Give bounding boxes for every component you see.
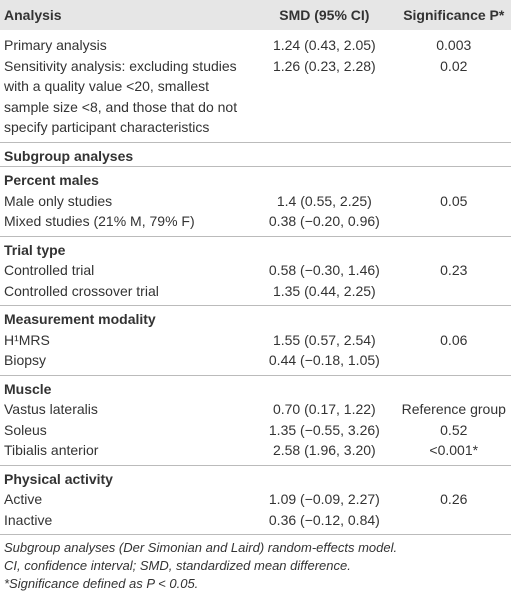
header-cell: Analysis <box>0 0 253 30</box>
data-row: Tibialis anterior 2.58 (1.96, 3.20) <0.001… <box>0 440 511 465</box>
analysis-cell: Biopsy <box>4 352 47 368</box>
significance-cell: 0.02 <box>440 57 468 74</box>
analysis-cell: Vastus lateralis <box>4 401 98 417</box>
significance-cell: 0.05 <box>440 192 468 209</box>
section-heading: Physical activity <box>0 464 511 489</box>
smd-cell: 0.70 (0.17, 1.22) <box>272 401 376 417</box>
smd-cell: 1.09 (−0.09, 2.27) <box>268 491 380 507</box>
data-row: H¹MRS 1.55 (0.57, 2.54) 0.06 <box>0 330 511 351</box>
section-heading: Trial type <box>0 235 511 260</box>
significance-cell: 0.52 <box>440 421 468 438</box>
section-heading: Measurement modality <box>0 305 511 330</box>
data-row: Controlled crossover trial 1.35 (0.44, 2.… <box>0 281 511 306</box>
data-row: Controlled trial 0.58 (−0.30, 1.46) 0.23 <box>0 260 511 281</box>
smd-cell: 1.4 (0.55, 2.25) <box>276 192 372 209</box>
data-row: Active 1.09 (−0.09, 2.27) 0.26 <box>0 489 511 510</box>
data-row: Biopsy 0.44 (−0.18, 1.05) <box>0 350 511 375</box>
section-row: Muscle <box>0 374 511 399</box>
significance-cell: Reference group <box>401 401 506 417</box>
significance-cell: 0.003 <box>436 37 472 53</box>
smd-cell: 1.35 (0.44, 2.25) <box>272 282 376 299</box>
section-row: Trial type <box>0 235 511 260</box>
table-header: Analysis SMD (95% CI) Significance P* <box>0 0 511 30</box>
footnote: CI, confidence interval; SMD, standardiz… <box>4 558 351 573</box>
analysis-cell: Mixed studies (21% M, 79% F) <box>4 213 195 229</box>
smd-cell: 1.26 (0.23, 2.28) <box>272 57 376 74</box>
footnote: *Significance defined as P < 0.05. <box>4 576 199 591</box>
analysis-cell: Controlled trial <box>4 262 95 278</box>
significance-cell: <0.001* <box>429 442 479 458</box>
header-cell: Significance P* <box>396 0 511 30</box>
data-row: Vastus lateralis 0.70 (0.17, 1.22) Referen… <box>0 399 511 420</box>
analysis-cell: Inactive <box>0 509 253 535</box>
analysis-cell: Active <box>4 491 43 507</box>
smd-cell: 0.38 (−0.20, 0.96) <box>268 213 380 229</box>
smd-cell: 2.58 (1.96, 3.20) <box>272 442 376 458</box>
section-row: Measurement modality <box>0 305 511 330</box>
footnote: Subgroup analyses (Der Simonian and Lair… <box>4 540 398 555</box>
results-table: Analysis SMD (95% CI) Significance P* Pr… <box>0 0 511 535</box>
section-heading: Subgroup analyses <box>0 141 511 167</box>
section-heading: Percent males <box>0 166 511 191</box>
analysis-cell: Primary analysis <box>4 37 107 53</box>
smd-cell: 0.44 (−0.18, 1.05) <box>268 352 380 368</box>
smd-cell: 1.55 (0.57, 2.54) <box>272 331 376 348</box>
significance-cell <box>396 509 511 535</box>
analysis-cell: Male only studies <box>4 192 113 209</box>
smd-cell: 1.35 (−0.55, 3.26) <box>268 421 380 438</box>
analysis-cell: Sensitivity analysis: excluding studies … <box>4 57 238 136</box>
analysis-cell: Soleus <box>4 421 47 438</box>
smd-cell: 1.24 (0.43, 2.05) <box>272 37 376 53</box>
section-row: Percent males <box>0 166 511 191</box>
header-row: Analysis SMD (95% CI) Significance P* <box>0 0 511 30</box>
analysis-cell: Controlled crossover trial <box>4 282 159 299</box>
analysis-cell: H¹MRS <box>4 331 50 348</box>
data-row: Primary analysis 1.24 (0.43, 2.05) 0.003 <box>0 30 511 56</box>
data-row: Soleus 1.35 (−0.55, 3.26) 0.52 <box>0 420 511 441</box>
significance-cell <box>397 281 511 306</box>
data-row: Male only studies 1.4 (0.55, 2.25) 0.05 <box>0 191 511 212</box>
section-row: Subgroup analyses <box>0 141 511 167</box>
data-row: Mixed studies (21% M, 79% F) 0.38 (−0.20,… <box>0 211 511 236</box>
significance-cell: 0.23 <box>440 262 468 278</box>
footnotes: Subgroup analyses (Der Simonian and Lair… <box>0 535 511 593</box>
significance-cell <box>397 350 511 375</box>
data-row: Sensitivity analysis: excluding studies … <box>0 56 511 143</box>
section-row: Physical activity <box>0 464 511 489</box>
analysis-cell: Tibialis anterior <box>4 442 99 458</box>
smd-cell: 0.58 (−0.30, 1.46) <box>268 262 380 278</box>
significance-cell: 0.06 <box>440 331 468 348</box>
data-row: Inactive 0.36 (−0.12, 0.84) <box>0 509 511 535</box>
significance-cell: 0.26 <box>440 491 468 507</box>
smd-cell: 0.36 (−0.12, 0.84) <box>252 509 397 535</box>
section-heading: Muscle <box>0 374 511 399</box>
table-body: Primary analysis 1.24 (0.43, 2.05) 0.003 Se… <box>0 30 511 535</box>
header-cell: SMD (95% CI) <box>252 0 397 30</box>
significance-cell <box>397 211 511 236</box>
